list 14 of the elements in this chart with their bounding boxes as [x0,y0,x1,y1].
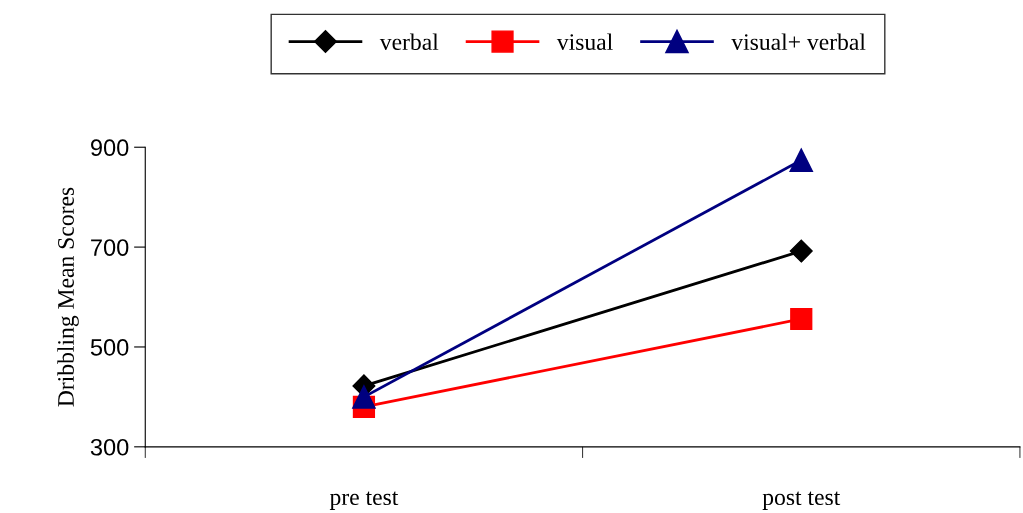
x-tick-label: pre test [329,491,399,510]
x-tick-label: post test [762,491,841,510]
legend-label: verbal [379,33,439,51]
point [789,239,813,263]
y-axis-title: Dribbling Mean Scores [57,187,79,407]
legend-label: visual [556,33,613,51]
y-tick-label: 700 [91,239,129,256]
legend-label: visual+ verbal [731,33,866,51]
y-tick-label: 900 [91,139,129,157]
y-tick-label: 500 [90,339,129,356]
y-tick-label: 300 [90,438,129,456]
point [789,148,814,173]
point [352,385,376,409]
point [790,307,813,331]
